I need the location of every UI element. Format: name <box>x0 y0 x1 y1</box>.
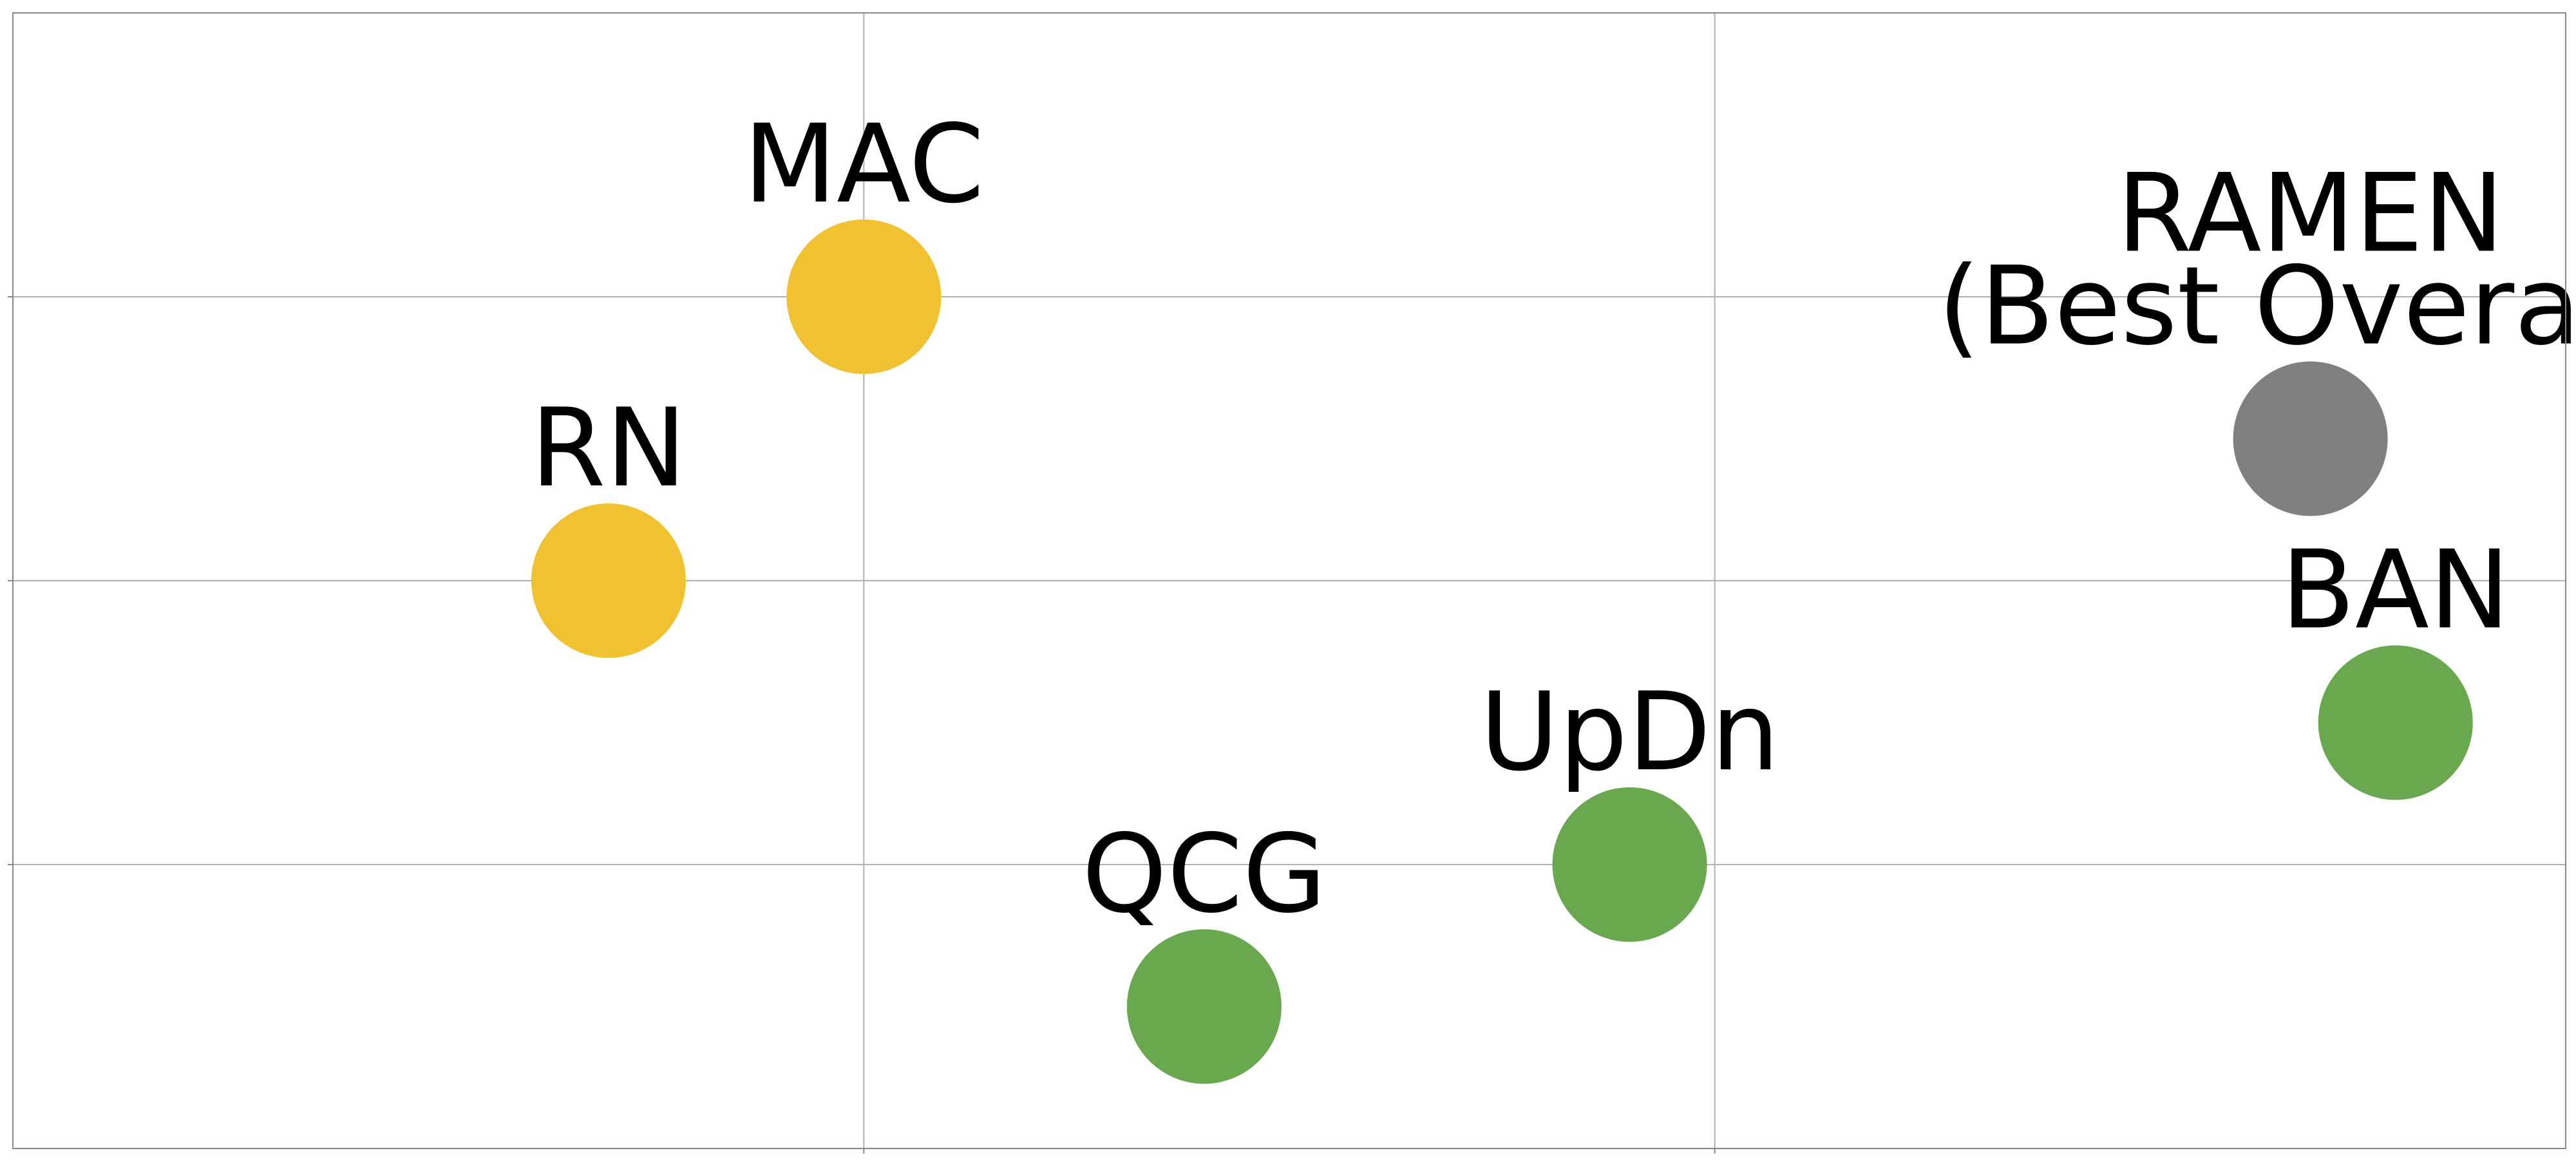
grid-layer <box>8 13 2566 1154</box>
data-label-rn: RN <box>531 385 687 511</box>
data-label-qcg: QCG <box>1082 811 1327 937</box>
data-point-updn <box>1552 787 1707 942</box>
data-label-mac: MAC <box>743 101 984 227</box>
data-point-ban <box>2318 645 2473 800</box>
data-label-ban: BAN <box>2281 527 2510 653</box>
data-label-updn: UpDn <box>1480 669 1779 795</box>
data-point-mac <box>786 220 942 374</box>
data-label-ramen: RAMEN(Best Overall) <box>1938 151 2576 370</box>
data-point-ramen <box>2233 361 2388 516</box>
data-point-rn <box>531 503 686 658</box>
point-layer <box>531 220 2473 1084</box>
label-layer: MAC RN QCG UpDn BAN RAMEN(Best Overall) <box>531 101 2576 937</box>
plot-frame <box>12 12 2566 1149</box>
data-point-qcg <box>1126 929 1282 1084</box>
